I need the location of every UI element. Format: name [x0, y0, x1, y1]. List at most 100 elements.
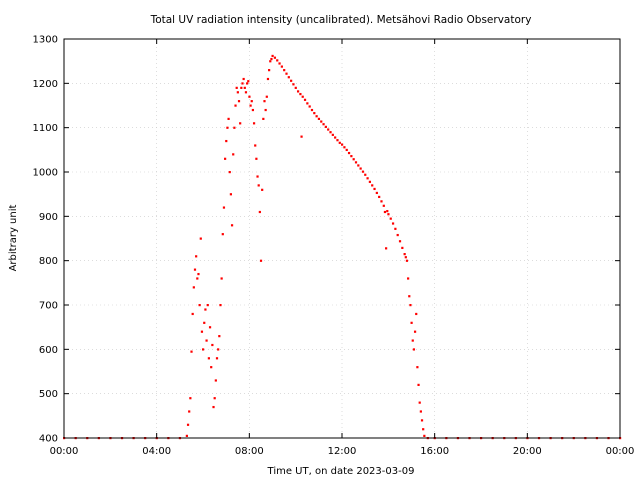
data-point — [389, 217, 392, 220]
data-point — [248, 95, 251, 98]
y-tick-label: 700 — [39, 301, 58, 312]
data-point — [413, 330, 417, 333]
data-point — [404, 256, 407, 259]
data-point — [251, 108, 255, 112]
data-point — [320, 120, 323, 123]
data-point — [240, 86, 243, 89]
y-tick-label: 500 — [39, 389, 58, 400]
data-point — [301, 95, 304, 98]
y-tick-label: 600 — [39, 345, 58, 356]
data-point — [415, 312, 418, 316]
data-point — [212, 405, 215, 409]
data-point — [386, 210, 389, 213]
y-tick-label: 1300 — [33, 35, 58, 46]
data-point — [268, 69, 271, 72]
x-tick-label: 04:00 — [142, 446, 171, 457]
y-axis-title: Arbitrary unit — [8, 205, 19, 272]
data-point — [202, 348, 205, 351]
data-point — [405, 259, 409, 262]
data-point — [221, 233, 224, 236]
data-point — [244, 91, 248, 94]
data-point — [385, 247, 388, 250]
data-point — [273, 56, 277, 59]
data-point — [270, 57, 273, 61]
data-point — [210, 366, 213, 369]
data-point — [343, 146, 346, 149]
x-tick-label: 00:00 — [50, 446, 79, 457]
data-point — [226, 126, 229, 129]
data-point — [258, 210, 261, 214]
data-point — [218, 335, 221, 338]
data-point — [345, 148, 348, 152]
data-point — [219, 304, 222, 307]
data-point — [222, 206, 226, 209]
y-tick-label: 1200 — [33, 79, 58, 90]
data-point — [206, 304, 209, 307]
data-point — [237, 100, 241, 103]
data-point — [264, 108, 267, 112]
data-point — [243, 86, 246, 89]
data-point — [207, 357, 210, 360]
data-point — [292, 83, 295, 86]
data-point — [407, 277, 410, 280]
data-point — [195, 255, 198, 258]
data-point — [234, 104, 237, 107]
data-point — [382, 204, 385, 207]
data-point — [341, 143, 344, 146]
data-point — [255, 157, 258, 160]
data-point — [380, 200, 383, 203]
data-point — [228, 171, 231, 174]
data-point — [208, 326, 212, 329]
data-point — [239, 122, 242, 125]
data-point — [198, 304, 201, 307]
data-point — [266, 77, 270, 81]
data-point — [225, 139, 228, 143]
data-point — [205, 339, 208, 342]
data-point — [254, 144, 257, 147]
x-tick-label: 20:00 — [513, 446, 542, 457]
data-point — [193, 268, 197, 271]
data-point — [296, 90, 300, 93]
data-point — [192, 286, 195, 289]
data-point — [185, 434, 188, 437]
data-point — [403, 253, 406, 256]
x-axis: 00:00 04:00 08:00 12:00 16:00 20:00 00:00 — [50, 39, 635, 457]
data-point — [350, 155, 353, 158]
data-point — [203, 321, 206, 324]
data-point — [322, 123, 325, 126]
data-point — [213, 397, 216, 400]
data-point — [300, 135, 303, 138]
data-point — [204, 308, 207, 311]
data-point — [236, 91, 239, 94]
data-point — [364, 173, 367, 176]
data-point — [199, 237, 202, 240]
data-point — [217, 348, 220, 351]
data-point — [242, 77, 245, 81]
data-point — [411, 339, 414, 342]
data-point — [211, 343, 214, 347]
data-point — [241, 82, 244, 85]
data-point — [412, 348, 416, 351]
y-tick-label: 900 — [39, 212, 58, 223]
data-point — [378, 195, 381, 199]
data-point — [306, 102, 309, 105]
x-tick-label: 00:00 — [606, 446, 635, 457]
data-point — [371, 184, 374, 187]
data-point — [230, 224, 234, 227]
data-point — [290, 79, 293, 82]
y-tick-label: 1000 — [33, 168, 58, 179]
data-point — [229, 193, 232, 196]
data-point — [246, 82, 249, 85]
data-point — [247, 80, 250, 83]
data-point — [280, 65, 283, 68]
data-point — [387, 213, 390, 216]
data-point — [359, 167, 362, 170]
data-point — [232, 153, 235, 156]
data-point — [391, 222, 395, 225]
data-point — [401, 246, 404, 250]
data-point — [214, 379, 217, 382]
data-point — [249, 104, 252, 107]
y-axis: 400 500 600 700 800 900 1000 1100 1200 1300 — [33, 35, 620, 445]
data-point — [336, 139, 339, 142]
